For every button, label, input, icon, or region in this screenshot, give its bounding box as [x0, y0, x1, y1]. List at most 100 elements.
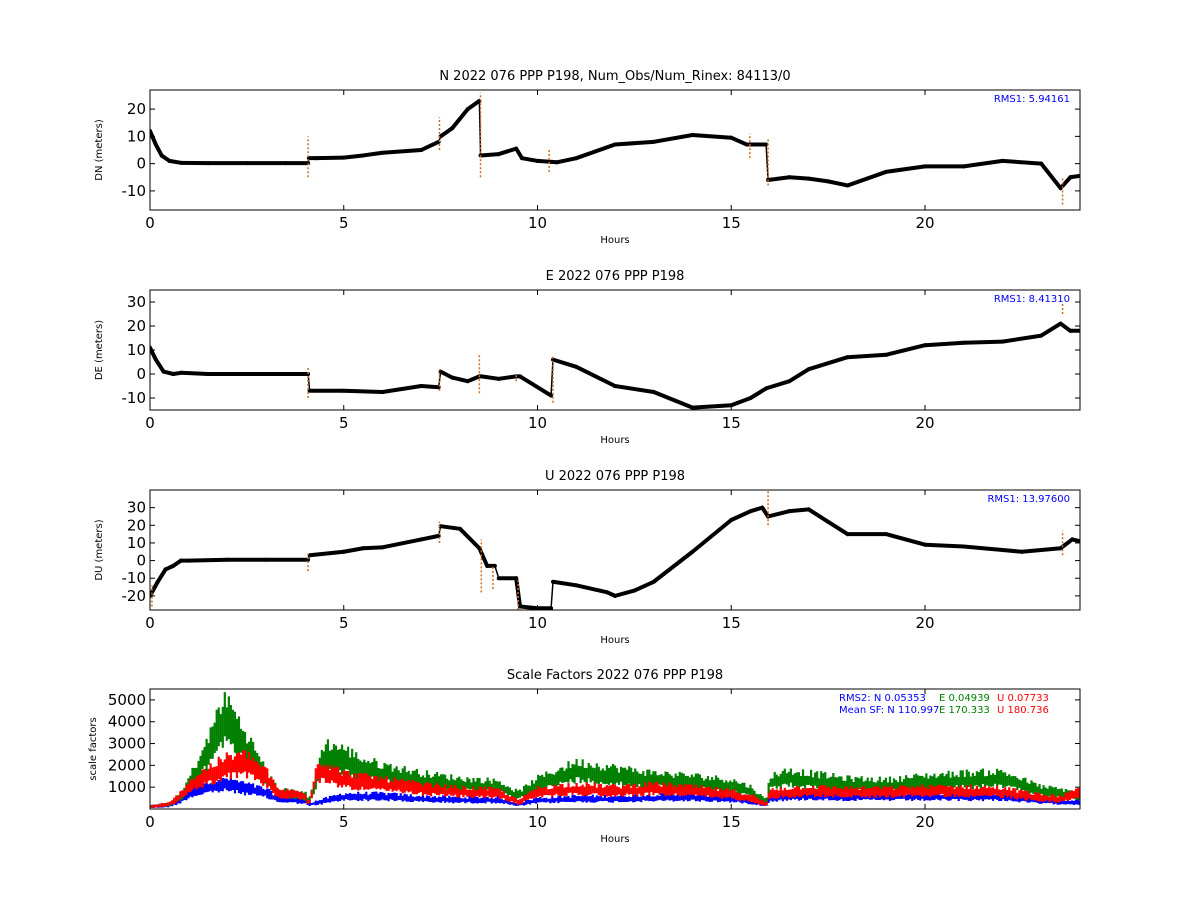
y-tick-label: 10	[127, 341, 146, 359]
track-segment	[764, 379, 792, 391]
y-tick-label: 30	[127, 293, 146, 311]
track-segment	[1000, 548, 1024, 554]
panel-title: U 2022 076 PPP P198	[545, 469, 685, 484]
track-segment	[520, 156, 540, 163]
track-segment	[419, 139, 441, 152]
y-tick-label: 0	[136, 552, 146, 570]
track-segment	[1058, 175, 1073, 191]
track-segment	[465, 98, 482, 112]
series-1	[150, 98, 1080, 191]
track-segment	[494, 565, 500, 579]
outliers	[307, 92, 1064, 205]
track-segment	[155, 567, 168, 584]
track-segment	[884, 343, 927, 357]
outliers	[307, 302, 1064, 403]
track-segment	[380, 148, 424, 155]
panel-data	[150, 302, 1080, 410]
track-segment	[419, 384, 441, 390]
y-axis-label: DE (meters)	[94, 320, 105, 380]
track-segment	[961, 158, 1005, 169]
axes-frame	[149, 489, 1081, 611]
x-tick-label: 15	[722, 414, 741, 432]
track-segment	[632, 579, 656, 593]
track-segment	[1039, 321, 1063, 338]
x-tick-label: 15	[722, 813, 741, 831]
x-tick-label: 15	[722, 214, 741, 232]
y-tick-label: 30	[127, 499, 146, 517]
track-segment	[153, 357, 166, 374]
track-segment	[458, 526, 482, 551]
axes-frame	[149, 688, 1081, 810]
track-segment	[438, 524, 462, 531]
track-segment	[380, 537, 424, 550]
track-segment	[380, 384, 424, 394]
x-tick-label: 20	[915, 214, 934, 232]
rms2-e: E 0.04939	[939, 693, 990, 704]
track-segment	[361, 545, 385, 551]
track-segment	[496, 146, 519, 157]
mean-sf-u: U 180.736	[997, 705, 1049, 716]
track-segment	[923, 340, 966, 348]
track-segment	[341, 546, 366, 554]
track-segment	[613, 384, 656, 394]
track-segment	[845, 169, 889, 188]
track-segment	[307, 549, 346, 558]
track-segment	[748, 505, 765, 514]
track-segment	[450, 375, 470, 384]
y-tick-label: 1000	[108, 778, 146, 796]
track-segment	[651, 133, 695, 144]
track-segment	[153, 142, 164, 158]
track-segment	[690, 133, 734, 140]
track-segment	[826, 179, 850, 188]
mean-sf-n: Mean SF: N 110.997	[839, 705, 939, 716]
rms2-legend: RMS2: N 0.05353 E 0.04939 U 0.07733	[839, 693, 1049, 704]
track-segment	[1019, 546, 1063, 554]
y-axis-label: DU (meters)	[94, 519, 105, 580]
track-segment	[1070, 537, 1080, 544]
track-segment	[923, 542, 966, 549]
panel-2: 0 5 10 15 20 -10 0 10 20 30 E 2022 076 PPP P198 Hou…	[94, 269, 1081, 446]
track-segment	[729, 509, 753, 522]
rms1-annotation: RMS1: 8.41310	[994, 294, 1070, 305]
rms2-n: RMS2: N 0.05353	[839, 693, 926, 704]
x-tick-label: 5	[339, 214, 349, 232]
track-segment	[651, 549, 695, 584]
track-segment	[179, 370, 211, 376]
track-segment	[437, 370, 442, 388]
track-segment	[361, 150, 385, 158]
x-tick-label: 5	[339, 414, 349, 432]
track-segment	[341, 153, 366, 160]
y-tick-label: 4000	[108, 713, 146, 731]
track-segment	[574, 583, 610, 595]
track-segment	[550, 581, 554, 609]
track-segment	[826, 519, 850, 537]
track-segment	[1058, 321, 1073, 333]
track-segment	[150, 128, 158, 147]
y-tick-label: 20	[127, 100, 146, 118]
panel-title: N 2022 076 PPP P198, Num_Obs/Num_Rinex: …	[439, 69, 790, 84]
y-tick-label: 0	[136, 365, 146, 383]
track-segment	[961, 544, 1005, 552]
track-segment	[518, 374, 554, 398]
track-segment	[806, 176, 831, 184]
track-segment	[479, 374, 501, 381]
track-segment	[438, 369, 455, 380]
track-segment	[613, 588, 637, 598]
axes-frame	[149, 89, 1081, 211]
track-segment	[438, 126, 455, 139]
x-tick-label: 10	[528, 813, 547, 831]
track-segment	[845, 352, 889, 360]
track-segment	[787, 175, 811, 181]
track-segment	[341, 388, 385, 394]
series-1	[150, 321, 1080, 410]
track-segment	[1000, 158, 1044, 166]
track-segment	[766, 509, 792, 519]
x-tick-label: 15	[722, 614, 741, 632]
outliers	[151, 490, 1064, 610]
x-axis-label: Hours	[600, 834, 629, 845]
track-segment	[806, 355, 850, 372]
track-segment	[690, 518, 734, 554]
track-segment	[766, 175, 792, 182]
panel-4: 0 5 10 15 20 1000 2000 3000 4000 5000 Scale Factor…	[88, 668, 1081, 845]
